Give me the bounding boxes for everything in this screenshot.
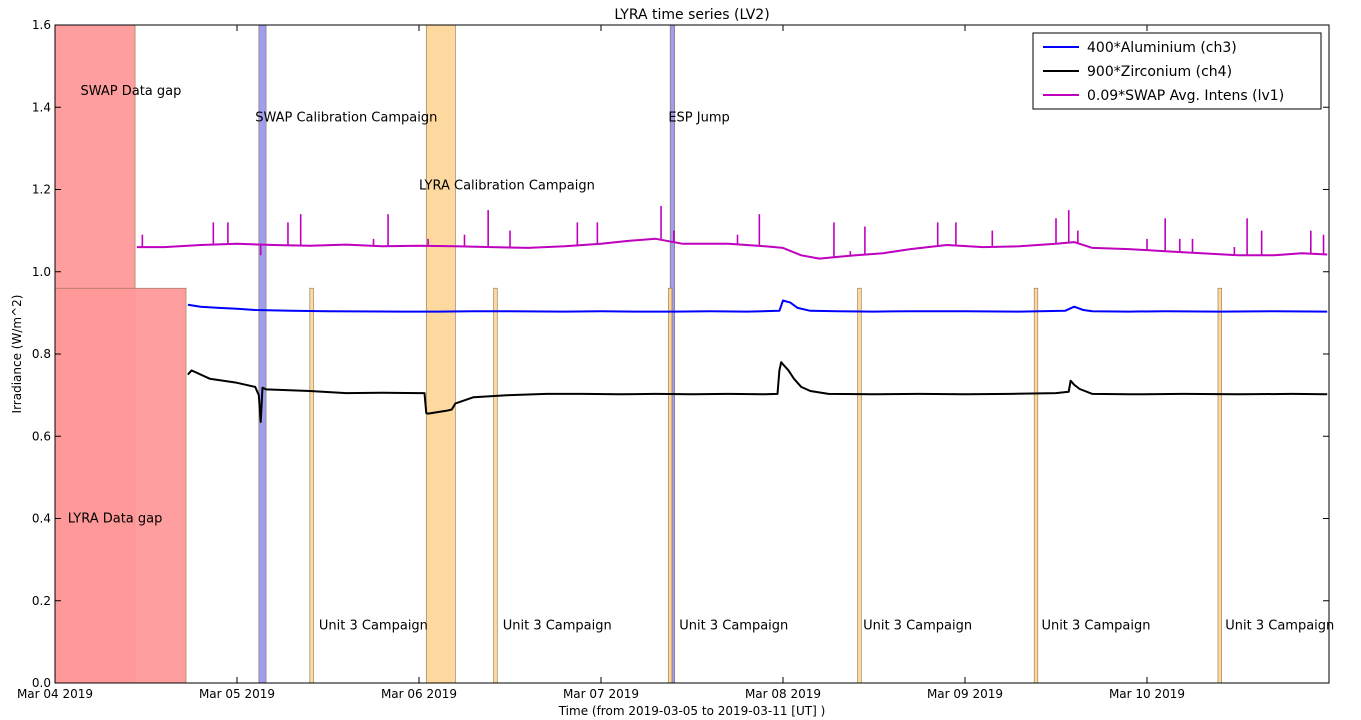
region-unit-3-campaign <box>1217 287 1222 684</box>
annotation-unit-3-campaign: Unit 3 Campaign <box>503 619 612 634</box>
shaded-regions <box>54 24 1222 684</box>
x-tick-label: Mar 07 2019 <box>563 687 639 701</box>
y-tick-label: 0.6 <box>32 429 51 443</box>
annotation-lyra-data-gap: LYRA Data gap <box>68 512 163 527</box>
annotation-lyra-calibration-campaign: LYRA Calibration Campaign <box>419 179 595 194</box>
chart-title: LYRA time series (LV2) <box>614 7 769 23</box>
y-tick-label: 0.2 <box>32 594 51 608</box>
annotation-unit-3-campaign: Unit 3 Campaign <box>1041 619 1150 634</box>
region-unit-3-campaign <box>857 287 862 684</box>
plot-frame <box>54 24 1330 684</box>
x-tick-label: Mar 05 2019 <box>199 687 275 701</box>
x-tick-label: Mar 06 2019 <box>381 687 457 701</box>
y-tick-label: 0.8 <box>32 347 51 361</box>
x-tick-label: Mar 04 2019 <box>17 687 93 701</box>
y-tick-label: 0.0 <box>32 676 51 690</box>
annotation-unit-3-campaign: Unit 3 Campaign <box>1225 619 1334 634</box>
legend-box <box>1032 32 1322 110</box>
annotation-swap-calibration-campaign: SWAP Calibration Campaign <box>255 111 437 126</box>
x-axis-label: Time (from 2019-03-05 to 2019-03-11 [UT]… <box>558 704 826 718</box>
annotation-unit-3-campaign: Unit 3 Campaign <box>863 619 972 634</box>
annotation-unit-3-campaign: Unit 3 Campaign <box>679 619 788 634</box>
region-unit-3-campaign <box>1033 287 1039 684</box>
y-tick-label: 1.6 <box>32 18 51 32</box>
y-tick-label: 1.0 <box>32 265 51 279</box>
series-line-0 <box>187 299 1328 313</box>
legend-label-1: 900*Zirconium (ch4) <box>1087 64 1232 80</box>
region-lyra-data-gap <box>54 287 187 684</box>
x-tick-label: Mar 09 2019 <box>927 687 1003 701</box>
annotations: SWAP Data gap LYRA Data gap SWAP Calibrati… <box>68 84 1335 634</box>
y-tick-label: 1.2 <box>32 183 51 197</box>
region-unit-3-campaign <box>309 287 314 684</box>
y-tick-label: 1.4 <box>32 100 51 114</box>
annotation-esp-jump: ESP Jump <box>668 111 729 126</box>
annotation-unit-3-campaign: Unit 3 Campaign <box>319 619 428 634</box>
x-tick-label: Mar 10 2019 <box>1109 687 1185 701</box>
y-tick-label: 0.4 <box>32 512 51 526</box>
x-tick-label: Mar 08 2019 <box>745 687 821 701</box>
legend-label-0: 400*Aluminium (ch3) <box>1087 40 1237 56</box>
y-axis-label: Irradiance (W/m^2) <box>10 295 24 414</box>
legend-label-2: 0.09*SWAP Avg. Intens (lv1) <box>1087 88 1284 104</box>
region-unit-3-campaign <box>493 287 498 684</box>
series-line-1 <box>187 361 1328 423</box>
annotation-swap-data-gap: SWAP Data gap <box>80 84 181 99</box>
series-lines <box>136 205 1328 423</box>
legend: 400*Aluminium (ch3) 900*Zirconium (ch4) 0.… <box>1032 32 1322 110</box>
axis-ticks: 0.0 0.2 0.4 0.6 0.8 1.0 1.2 1.4 1.6 Mar 04 2019 Ma… <box>17 18 1329 701</box>
region-unit-3-campaign <box>668 287 673 684</box>
series-line-2 <box>136 237 1328 260</box>
